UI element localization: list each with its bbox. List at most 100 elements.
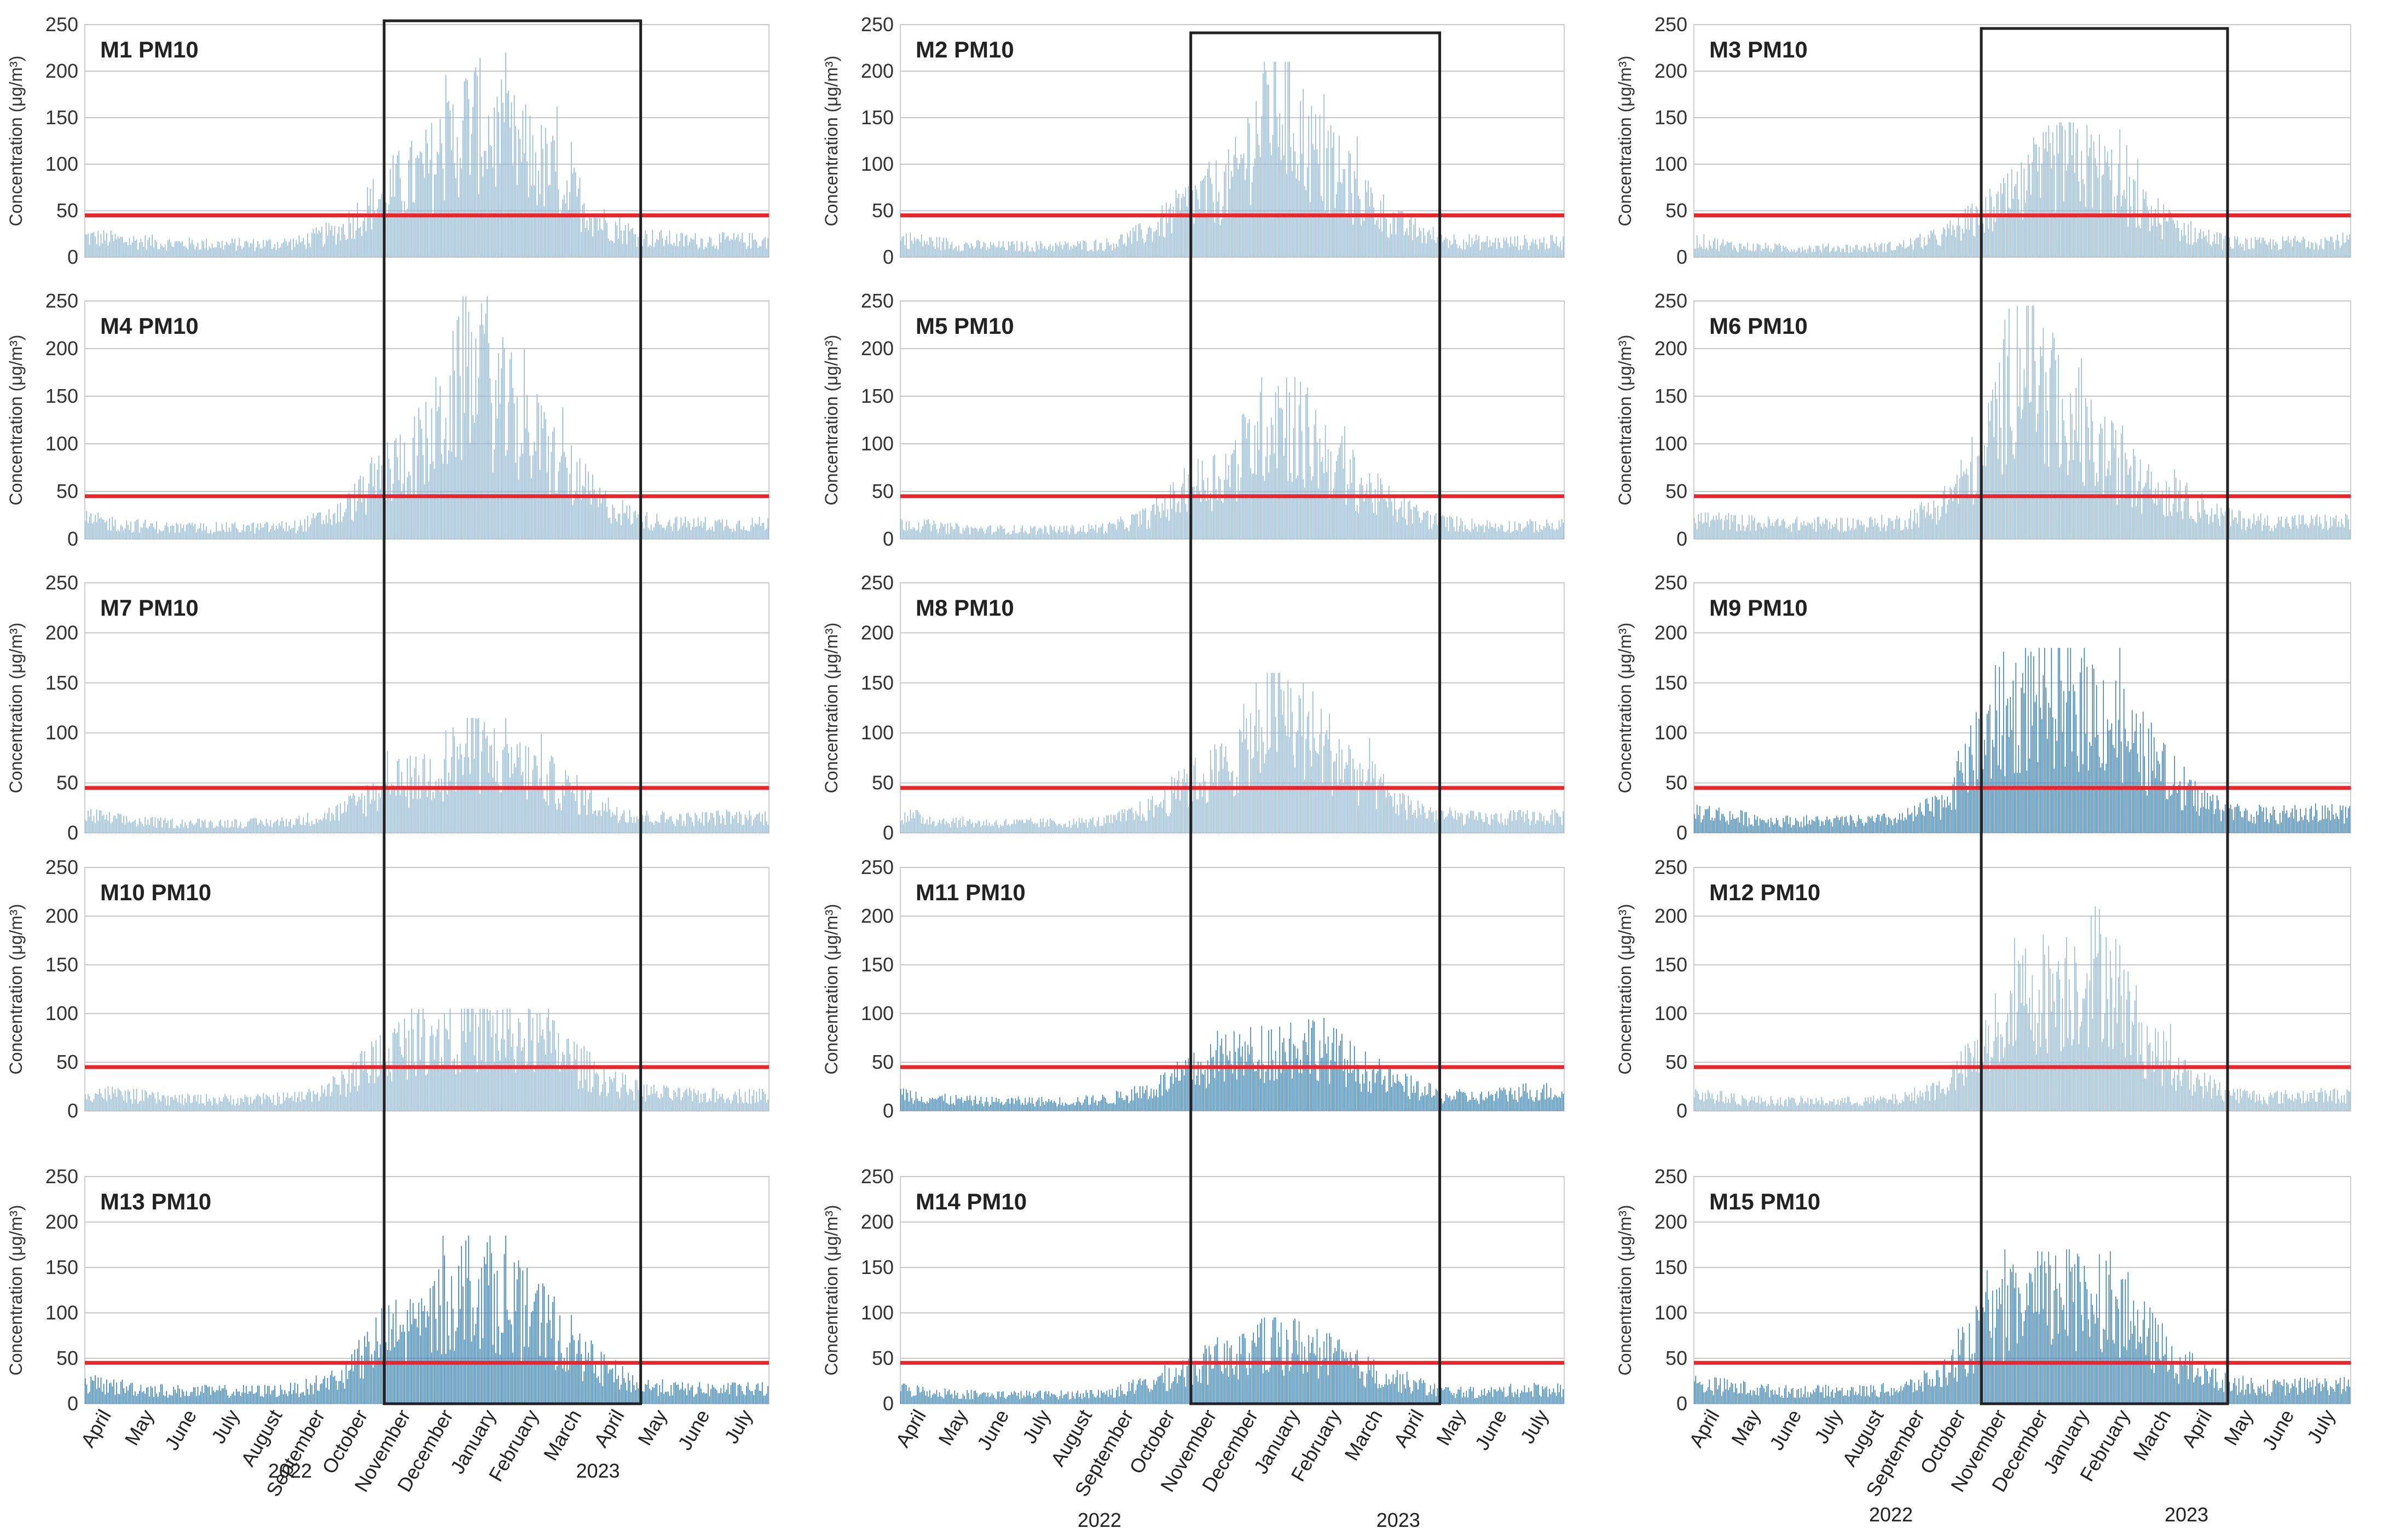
bar [2115, 681, 2116, 833]
bar [2260, 243, 2261, 257]
bar [696, 526, 697, 539]
bar [2137, 491, 2138, 539]
bar [99, 246, 100, 257]
bar [1297, 476, 1298, 539]
bar [931, 824, 932, 833]
bar [256, 247, 257, 257]
bar [248, 821, 250, 833]
bar [342, 1070, 343, 1111]
bar [143, 1101, 144, 1111]
bar [1090, 250, 1091, 257]
bar [319, 1101, 320, 1111]
y-tick-label: 250 [1655, 571, 1687, 594]
bar [2115, 216, 2116, 257]
bar [645, 230, 646, 257]
bar [2263, 525, 2264, 539]
bar [732, 1101, 733, 1111]
bar [2109, 461, 2110, 539]
bar [685, 826, 686, 833]
bar [219, 1097, 220, 1111]
bar [1921, 247, 1922, 257]
bar [1964, 783, 1965, 833]
bar [1696, 523, 1697, 539]
bar [551, 756, 552, 833]
bar [317, 1092, 318, 1111]
bar [1745, 812, 1746, 833]
bar [919, 814, 921, 833]
bar [2005, 776, 2006, 833]
bar [2267, 245, 2269, 257]
bar [371, 458, 372, 539]
bar [1315, 114, 1316, 257]
bar [494, 108, 495, 257]
bar [1457, 531, 1459, 539]
bar [1185, 784, 1187, 833]
bar [1265, 71, 1266, 257]
bar [373, 784, 374, 833]
bar [549, 761, 551, 833]
bar [1137, 814, 1138, 833]
bar [2013, 199, 2014, 257]
bar [2095, 486, 2096, 539]
bar [591, 1092, 592, 1111]
bar [2216, 244, 2217, 257]
bar [1559, 520, 1560, 539]
bar [1355, 179, 1356, 257]
bar [2044, 464, 2045, 539]
y-tick-label: 50 [872, 1051, 894, 1073]
bar [479, 325, 481, 539]
bar [1445, 817, 1447, 833]
bar [1360, 763, 1361, 833]
bar [2153, 771, 2154, 833]
bar [1882, 515, 1883, 539]
bar [599, 810, 600, 833]
bar [1153, 817, 1154, 833]
bar [190, 525, 192, 539]
bar [1716, 249, 1717, 257]
bar [135, 522, 136, 539]
bar [1803, 251, 1804, 257]
bar [2139, 481, 2140, 539]
bar [601, 816, 602, 833]
bar [1548, 523, 1549, 539]
bar [109, 1095, 110, 1111]
bar [1275, 62, 1276, 257]
bar [741, 239, 742, 257]
bar [1925, 246, 1927, 257]
bar [1918, 528, 1919, 539]
bar [122, 823, 123, 833]
bar [347, 1084, 348, 1111]
bar [280, 1104, 281, 1111]
bar [1773, 526, 1774, 539]
bar [686, 235, 687, 257]
bar [2024, 169, 2025, 257]
bar [250, 531, 251, 539]
bar [1066, 244, 1067, 257]
bar [542, 1029, 543, 1111]
bar [248, 1105, 250, 1111]
bar [688, 1096, 689, 1111]
bar [375, 788, 377, 833]
bar [720, 1097, 721, 1111]
y-tick-label: 150 [45, 385, 78, 407]
bar [540, 194, 541, 257]
bar [638, 514, 639, 539]
bar [1545, 825, 1546, 833]
bar [1467, 529, 1468, 539]
bar [559, 1072, 560, 1111]
bar [177, 241, 178, 257]
bar [1042, 529, 1043, 539]
bar [1360, 484, 1361, 539]
y-tick-label: 100 [861, 432, 894, 455]
bar [172, 1097, 173, 1111]
bar [979, 241, 980, 257]
bar [674, 242, 675, 257]
bar [2021, 418, 2022, 539]
bar [2293, 819, 2294, 833]
bar [333, 815, 334, 833]
bar [635, 511, 636, 539]
y-tick-label: 250 [861, 290, 894, 312]
bar [153, 826, 154, 833]
bar [102, 243, 103, 257]
bar [1271, 155, 1272, 257]
